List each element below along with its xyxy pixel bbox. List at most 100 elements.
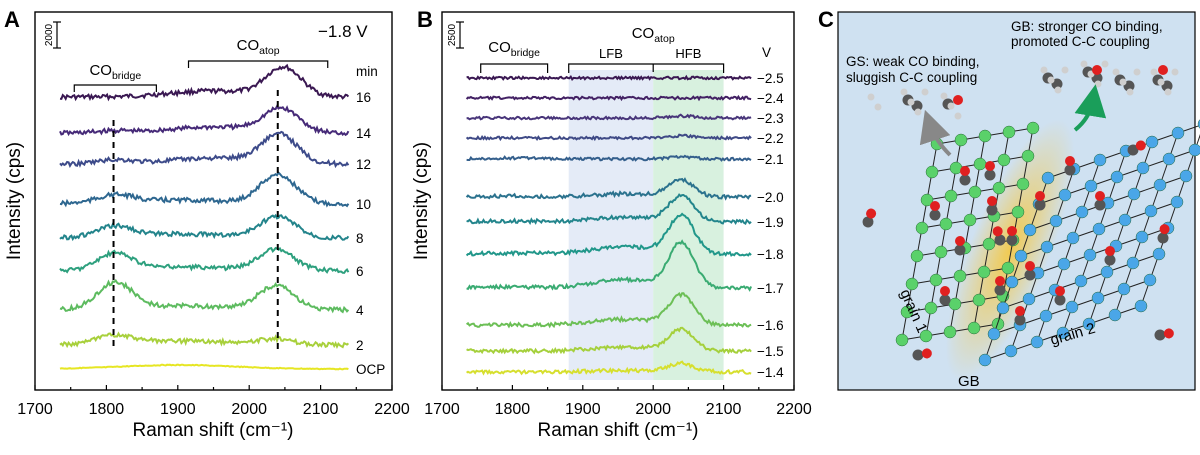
gb-product-4-h bbox=[1171, 68, 1179, 76]
gb-product-2-h bbox=[1094, 80, 1102, 88]
adsorbed-co bbox=[1006, 226, 1018, 246]
grain2-atom bbox=[1040, 240, 1054, 254]
grain2-atom bbox=[987, 327, 1001, 341]
chart-a-row-labels: 16 14 12 10 8 6 4 2 OCP bbox=[356, 90, 385, 377]
adsorbed-co bbox=[954, 236, 966, 256]
chart-b-row-label: −2.1 bbox=[757, 152, 784, 167]
grain2-atom bbox=[1066, 231, 1080, 245]
chart-b-xtick-label: 2200 bbox=[776, 401, 812, 418]
adsorbed-co-oxygen bbox=[1095, 191, 1105, 201]
adsorbed-co-oxygen bbox=[940, 286, 950, 296]
grain-boundary-glow bbox=[945, 119, 1075, 381]
adsorbed-co-oxygen bbox=[960, 166, 970, 176]
grain1-atom bbox=[939, 217, 953, 231]
chart-b-bridge-label: CObridge bbox=[488, 39, 540, 59]
adsorbed-co-oxygen bbox=[930, 201, 940, 211]
gb-text-2: promoted C-C coupling bbox=[1011, 34, 1150, 49]
gs-product-1-h bbox=[921, 88, 929, 96]
grain2-atom bbox=[1117, 282, 1131, 296]
adsorbed-co-oxygen bbox=[1065, 156, 1075, 166]
chart-a-series-line bbox=[59, 278, 350, 314]
chart-b-hfb-band bbox=[653, 70, 724, 380]
panel-label-b: B bbox=[417, 7, 433, 32]
chart-a-row-label: 14 bbox=[356, 126, 372, 141]
chart-a-series-line bbox=[59, 331, 350, 350]
chart-a-xtick-label: 2000 bbox=[231, 401, 267, 418]
chart-a-xtick-label: 2200 bbox=[374, 401, 410, 418]
gs-product-1-h bbox=[900, 88, 908, 96]
grain1-atom bbox=[978, 129, 992, 143]
chart-a-series-line bbox=[59, 246, 350, 274]
gas-co bbox=[912, 348, 932, 361]
chart-a-dashed-lines bbox=[112, 90, 279, 350]
adsorbed-co-oxygen bbox=[1055, 286, 1065, 296]
grain1-atom bbox=[1011, 205, 1025, 219]
chart-b-row-label: −1.9 bbox=[757, 215, 784, 230]
grain2-atom bbox=[1083, 248, 1097, 262]
chart-b-series-line bbox=[466, 326, 752, 355]
chart-b-bridge-bracket bbox=[480, 63, 549, 73]
adsorbed-co-carbon bbox=[1104, 254, 1116, 266]
adsorbed-co bbox=[1034, 191, 1046, 211]
gs-h2 bbox=[867, 93, 882, 111]
adsorbed-co-carbon bbox=[1094, 199, 1106, 211]
chart-b-row-label: −2.5 bbox=[757, 71, 784, 86]
grain1-atom bbox=[1026, 121, 1040, 135]
gb-product-1-h bbox=[1047, 76, 1055, 84]
grain2-atom bbox=[1100, 265, 1114, 279]
chart-b-series-line bbox=[466, 74, 752, 81]
chart-b: 1700 1800 1900 2000 2100 2200 −2.5−2.4−2.3−2.… bbox=[411, 11, 812, 441]
chart-b-row-labels: −2.5 −2.4 −2.3 −2.2 −2.1 −2.0 −1.9 −1.8 −1.7 −1.6… bbox=[757, 71, 784, 380]
chart-b-row-label: −2.0 bbox=[757, 190, 784, 205]
grain1-atom bbox=[929, 273, 943, 287]
gs-product-2 bbox=[940, 92, 962, 120]
grain1-atom bbox=[925, 165, 939, 179]
gb-arrow bbox=[1073, 84, 1107, 132]
grain2-atom bbox=[1014, 249, 1028, 263]
chart-a-row-label: 6 bbox=[356, 264, 364, 279]
gs-product-2-h bbox=[940, 92, 948, 100]
chart-a-series bbox=[59, 63, 350, 371]
chart-a-xtick-label: 1700 bbox=[17, 401, 53, 418]
gas-co-oxygen bbox=[992, 226, 1003, 237]
adsorbed-co-oxygen bbox=[985, 161, 995, 171]
adsorbed-co-oxygen bbox=[987, 196, 997, 206]
chart-b-xtick-label: 1700 bbox=[424, 401, 460, 418]
grain2-atom bbox=[1162, 152, 1176, 166]
adsorbed-co-carbon bbox=[959, 174, 971, 186]
grain2-atom bbox=[978, 353, 992, 367]
gas-co bbox=[992, 226, 1006, 246]
gs-text-1: GS: weak CO binding, bbox=[846, 54, 980, 69]
gb-product-4 bbox=[1150, 68, 1179, 96]
chart-b-lfb-hfb-bracket bbox=[568, 63, 725, 73]
chart-b-xtick-label: 2000 bbox=[635, 401, 671, 418]
grain1-atom bbox=[977, 265, 991, 279]
chart-b-series-line bbox=[465, 177, 752, 201]
adsorbed-co bbox=[939, 286, 951, 306]
grain1-atom bbox=[900, 305, 914, 319]
gas-co bbox=[1157, 224, 1170, 244]
chart-a-series-line bbox=[59, 63, 350, 102]
gas-co bbox=[1154, 328, 1174, 341]
adsorbed-co bbox=[994, 276, 1006, 296]
gb-product-1-h bbox=[1040, 66, 1048, 74]
grain2-atom bbox=[1118, 213, 1132, 227]
grain2-atom bbox=[1188, 143, 1200, 157]
chart-a-row-label: 2 bbox=[356, 338, 364, 353]
gas-co-carbon bbox=[912, 349, 924, 361]
adsorbed-co-carbon bbox=[1054, 294, 1066, 306]
adsorbed-co bbox=[1024, 261, 1036, 281]
chart-b-atop-label: COatop bbox=[632, 25, 675, 45]
chart-b-series-line bbox=[466, 193, 752, 226]
grain2-atom bbox=[1093, 153, 1107, 167]
grain2-atom bbox=[1039, 309, 1053, 323]
adsorbed-co-oxygen bbox=[1025, 261, 1035, 271]
molecules bbox=[862, 60, 1179, 361]
adsorbed-co-carbon bbox=[939, 294, 951, 306]
chart-a-bridge-bracket bbox=[73, 84, 157, 92]
adsorbed-co-oxygen bbox=[955, 236, 965, 246]
adsorbed-co bbox=[929, 201, 941, 221]
chart-b-series-line bbox=[466, 154, 752, 162]
gb-product-3-h bbox=[1133, 68, 1141, 76]
